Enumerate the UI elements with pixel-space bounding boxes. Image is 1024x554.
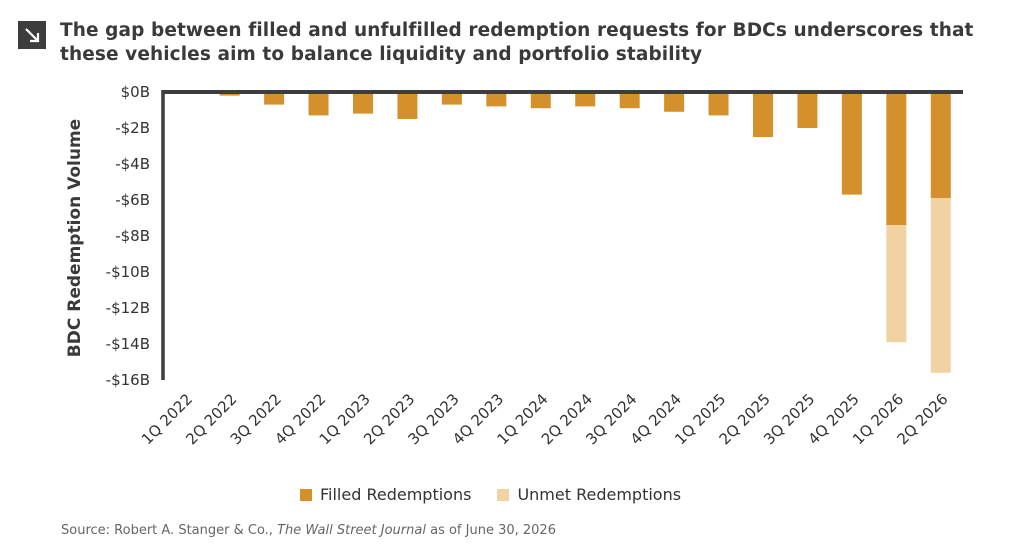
legend-swatch-unmet [497,488,510,501]
y-tick-label: -$6B [115,191,150,209]
y-tick-label: -$12B [106,299,150,317]
source-suffix: as of June 30, 2026 [425,523,556,538]
y-tick-label: -$10B [106,263,150,281]
legend-swatch-filled [300,488,312,501]
source-prefix: Source: Robert A. Stanger & Co., [61,523,278,538]
legend-item-unmet: Unmet Redemptions [497,485,681,504]
bar-filled [753,92,773,137]
bar-filled [575,92,596,107]
y-tick-label: -$16B [106,371,150,389]
legend-label-unmet: Unmet Redemptions [517,485,682,504]
y-tick-label: -$4B [115,155,150,173]
legend-label-filled: Filled Redemptions [320,485,472,504]
bar-filled [619,92,640,109]
y-tick-label: $0B [121,83,150,101]
bar-filled [664,92,685,112]
y-tick-label: -$2B [115,119,150,137]
bar-filled [441,92,462,105]
y-tick-label: -$14B [106,335,150,353]
y-axis-title: BDC Redemption Volume [65,119,85,357]
bar-filled [530,92,551,109]
bar-filled [353,92,373,114]
bar-filled [397,92,418,119]
bar-filled [264,92,285,105]
chart-title: The gap between filled and unfulfilled r… [60,20,974,65]
y-tick-label: -$8B [115,227,150,245]
legend-item-filled: Filled Redemptions [300,485,471,504]
bar-unmet [930,198,951,373]
bar-filled [486,92,507,107]
legend: Filled Redemptions Unmet Redemptions [300,485,707,504]
bar-filled [708,92,729,116]
arrow-down-right-icon [18,21,46,49]
source-note: Source: Robert A. Stanger & Co., The Wal… [61,523,556,538]
bar-filled [886,92,907,226]
bar-unmet [886,225,907,343]
bar-filled [841,92,862,195]
bar-filled [930,92,951,199]
source-publication: The Wall Street Journal [277,523,426,538]
bar-filled [308,92,329,116]
bar-filled [797,92,818,128]
